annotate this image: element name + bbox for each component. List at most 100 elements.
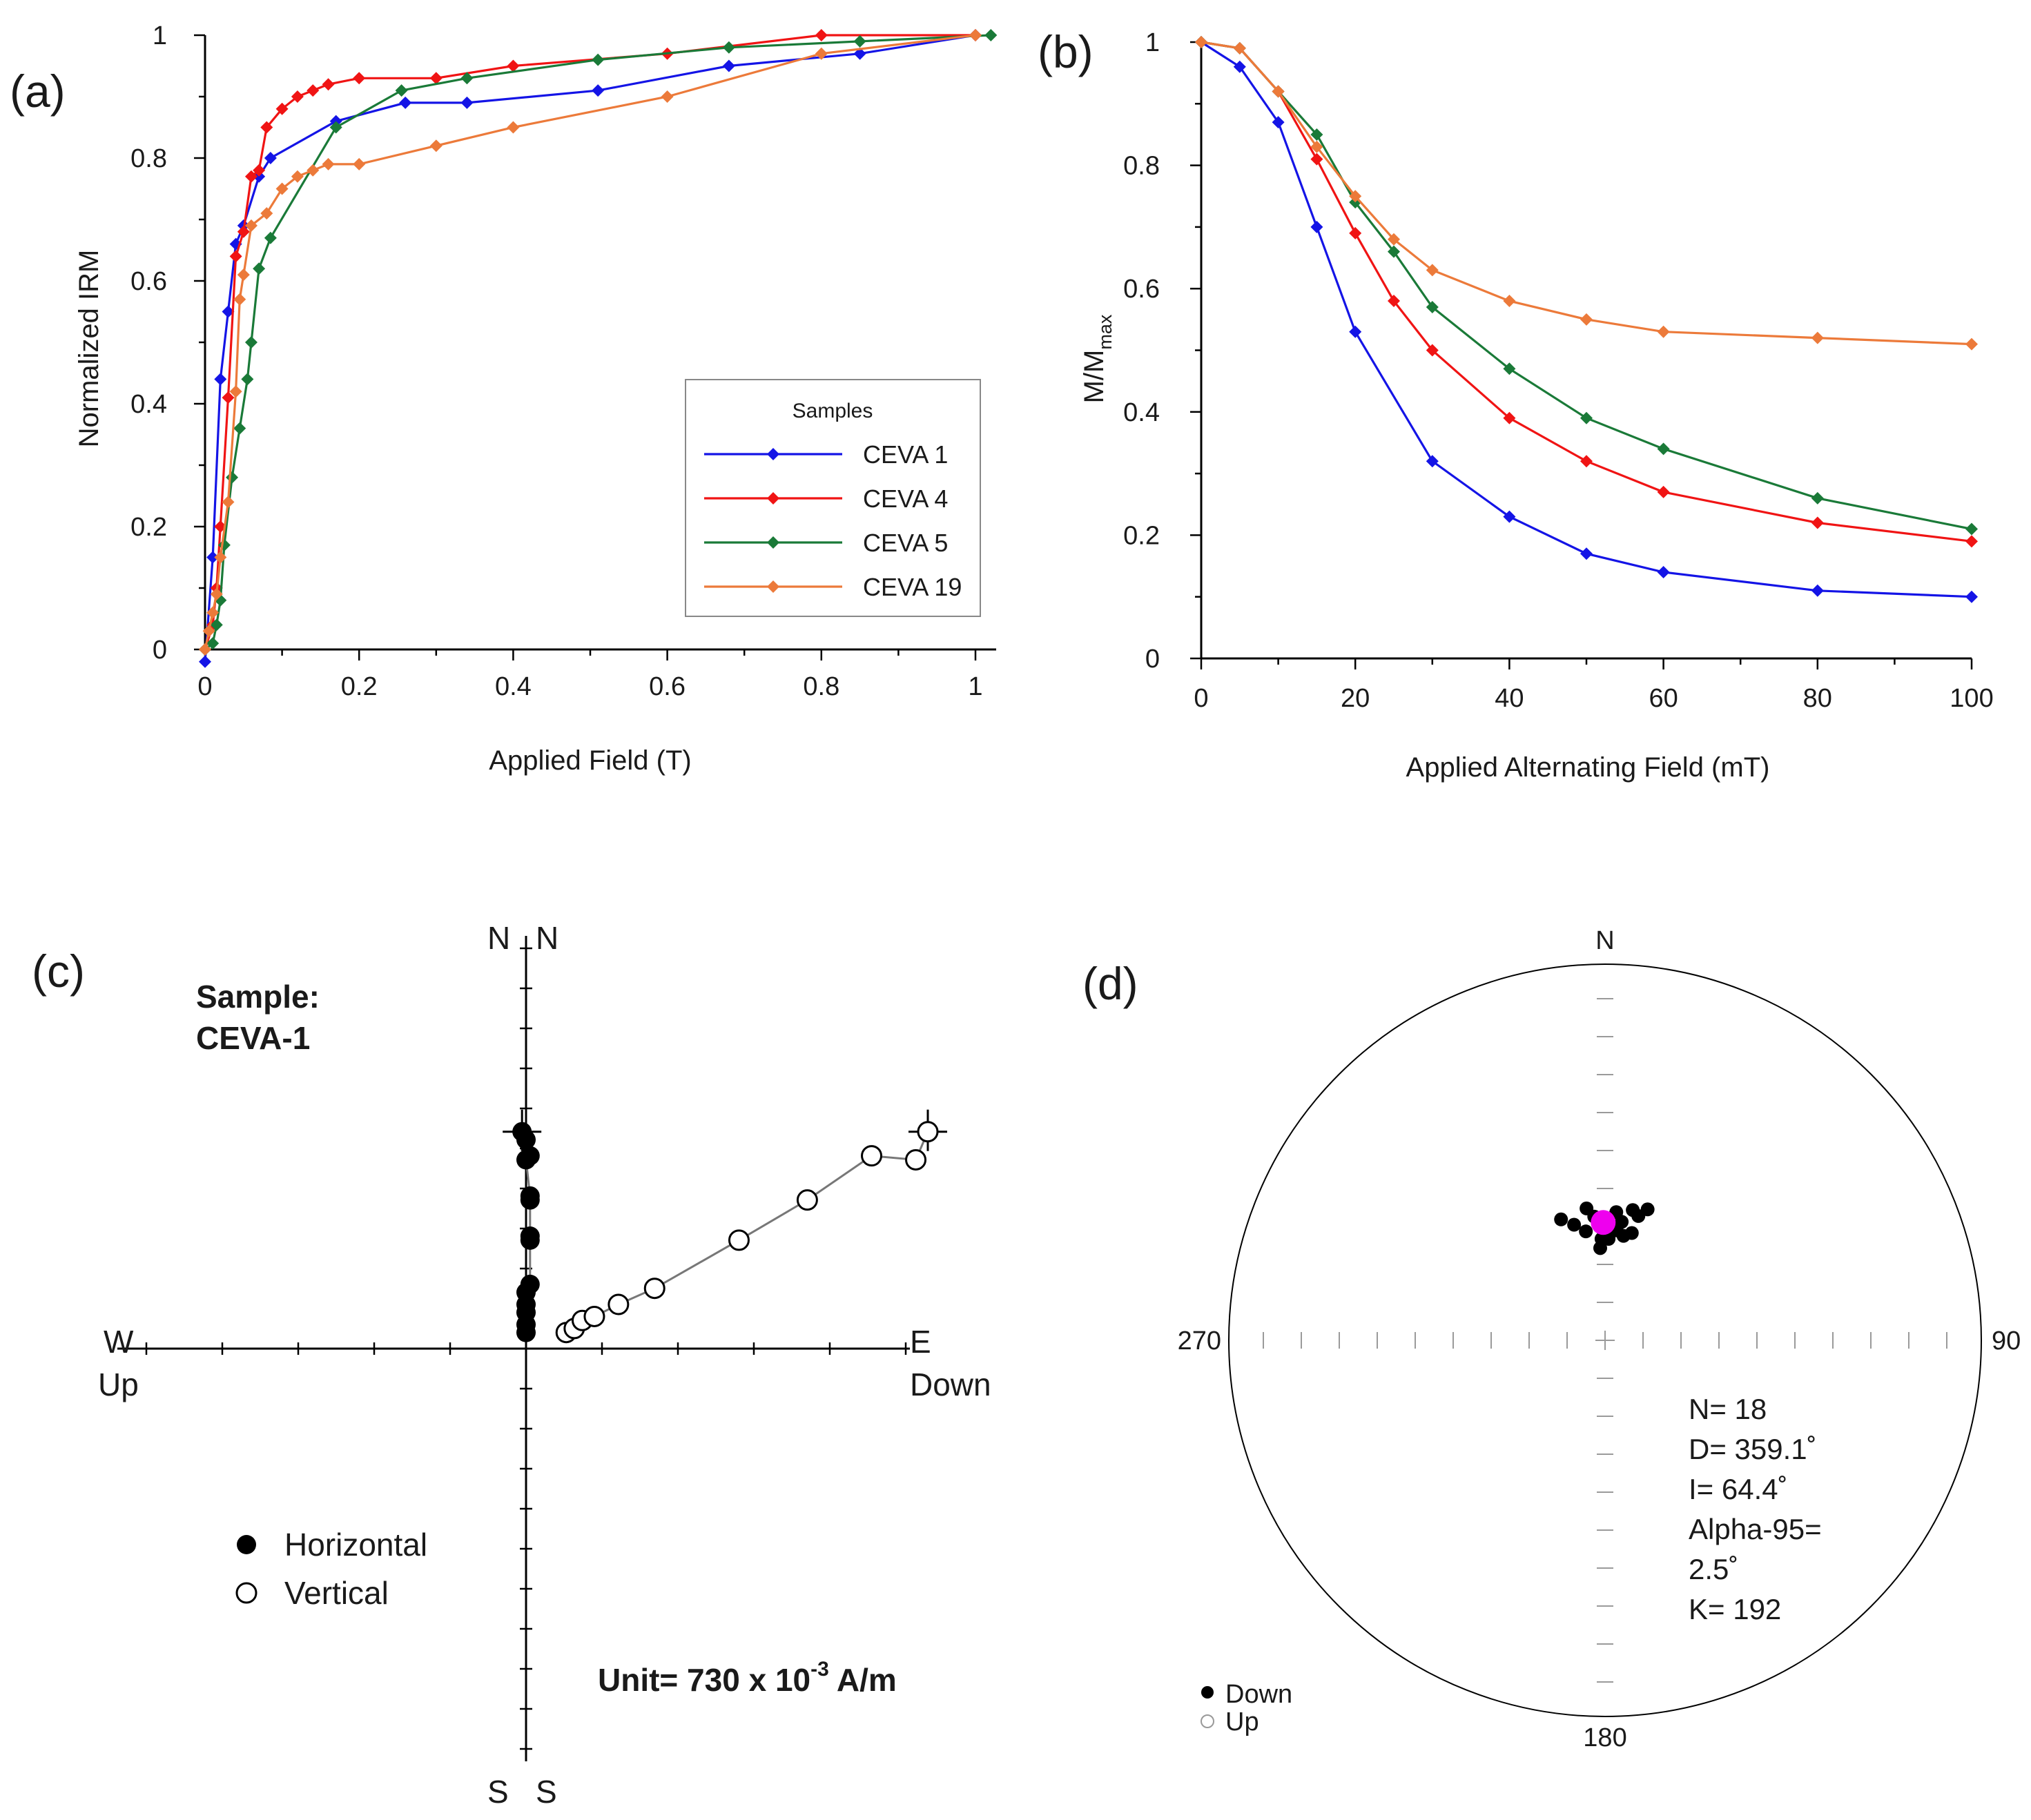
label-s-left: S	[487, 1774, 509, 1810]
stat-i: I= 64.4˚	[1689, 1473, 1788, 1505]
data-point	[1310, 220, 1323, 233]
label-n-left: N	[487, 920, 510, 956]
data-point	[507, 59, 520, 72]
y-tick-label: 1	[1145, 28, 1160, 57]
data-point	[214, 373, 227, 386]
unit-suffix: A/m	[829, 1662, 897, 1698]
data-point	[353, 72, 366, 85]
vertical-point	[917, 1121, 939, 1143]
horizontal-point	[516, 1130, 536, 1150]
data-point	[244, 170, 257, 183]
data-point	[460, 96, 474, 109]
stereonet-legend: Down Up	[1201, 1680, 1292, 1736]
x-tick-label: 0.8	[803, 672, 839, 701]
vertical-point	[796, 1189, 818, 1211]
horizontal-point	[516, 1150, 536, 1170]
data-point	[1965, 522, 1978, 536]
data-point	[1272, 116, 1285, 129]
data-point	[253, 164, 266, 177]
data-point	[237, 225, 250, 238]
data-point	[722, 59, 735, 72]
sample-name: CEVA-1	[196, 1020, 310, 1056]
data-point	[1580, 455, 1593, 468]
stat-alpha95-label: Alpha-95=	[1689, 1513, 1822, 1545]
sample-heading: Sample:	[196, 979, 320, 1015]
y-tick-label: 0	[1145, 645, 1160, 674]
panel-b-x-label: Applied Alternating Field (mT)	[1406, 752, 1770, 783]
y-tick-label: 0.8	[1123, 152, 1160, 181]
vertical-point	[583, 1305, 605, 1327]
data-point	[210, 587, 223, 600]
label-north: N	[1595, 926, 1614, 955]
data-point	[307, 164, 320, 177]
label-w: W	[104, 1324, 134, 1360]
direction-point	[1554, 1212, 1568, 1226]
data-point	[1503, 295, 1516, 308]
x-tick-label: 40	[1495, 684, 1524, 713]
data-point	[1580, 547, 1593, 560]
data-point	[353, 157, 366, 170]
data-point	[260, 207, 273, 220]
data-point	[1657, 565, 1670, 578]
panel-a-label: (a)	[10, 66, 66, 117]
y-tick-label: 0.2	[1123, 521, 1160, 550]
data-point	[260, 121, 273, 134]
series-line-ceva-4	[204, 34, 975, 650]
data-point	[1580, 313, 1593, 326]
panel-a-axes: 0 0.2 0.4 0.6 0.8 1 0 0.2 0.4 0.6 0.8 1	[130, 21, 996, 701]
vertical-point	[861, 1145, 883, 1167]
data-point	[1388, 233, 1400, 246]
y-tick-label: 0	[153, 636, 167, 665]
panel-c-legend: Horizontal Vertical	[235, 1527, 427, 1611]
data-point	[206, 551, 220, 564]
data-point	[1426, 455, 1439, 468]
data-point	[1811, 516, 1824, 529]
data-point	[1310, 153, 1323, 166]
direction-point	[1631, 1209, 1646, 1223]
y-tick-label: 0.4	[1123, 398, 1160, 427]
data-point	[291, 90, 304, 103]
data-point	[815, 29, 828, 41]
legend-marker	[767, 448, 779, 460]
data-point	[1233, 60, 1246, 73]
horizontal-point	[520, 1190, 540, 1210]
vertical-point	[728, 1229, 750, 1251]
panel-b-series	[1195, 36, 1978, 603]
data-point	[853, 35, 866, 48]
stereonet-ticks	[1263, 998, 1947, 1683]
panel-c-label: (c)	[32, 946, 85, 997]
data-point	[222, 305, 235, 318]
data-point	[237, 268, 250, 282]
legend-horizontal-marker	[237, 1535, 256, 1554]
stat-n: N= 18	[1689, 1393, 1767, 1425]
data-point	[322, 157, 335, 170]
label-270: 270	[1178, 1327, 1221, 1356]
data-point	[1349, 226, 1362, 239]
data-point	[815, 47, 828, 60]
data-point	[1310, 140, 1323, 153]
legend-down-label: Down	[1225, 1680, 1292, 1709]
data-point	[229, 385, 242, 398]
panel-c-points	[503, 1109, 947, 1344]
data-point	[1426, 344, 1439, 357]
y-tick-label: 1	[153, 21, 167, 50]
data-point	[1811, 584, 1824, 597]
data-point	[1195, 36, 1207, 48]
data-point	[1272, 85, 1285, 98]
direction-point	[1580, 1201, 1594, 1215]
label-s-right: S	[536, 1774, 557, 1810]
data-point	[206, 637, 220, 650]
stat-k: K= 192	[1689, 1593, 1781, 1625]
data-point	[399, 96, 412, 109]
panel-b-label: (b)	[1038, 26, 1094, 77]
data-point	[969, 29, 982, 41]
x-tick-label: 0.4	[495, 672, 532, 701]
horizontal-point	[516, 1322, 536, 1342]
direction-point	[1567, 1217, 1582, 1232]
data-point	[1965, 590, 1978, 603]
legend-label: CEVA 5	[863, 529, 948, 557]
data-point	[853, 47, 866, 60]
panel-b-y-label-sub: max	[1095, 314, 1116, 350]
y-tick-label: 0.2	[130, 513, 167, 542]
data-point	[1580, 411, 1593, 424]
